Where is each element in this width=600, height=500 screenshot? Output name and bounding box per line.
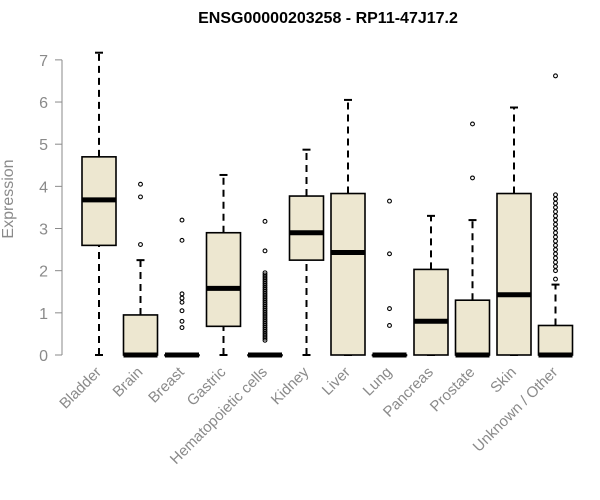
outlier-point	[553, 209, 558, 215]
x-tick-label: Skin	[487, 364, 520, 397]
outlier-point	[387, 306, 392, 312]
y-tick-label: 1	[39, 306, 48, 323]
outlier-point	[553, 255, 558, 261]
x-tick-label: Lung	[360, 364, 396, 400]
y-axis-label: Expression	[0, 159, 17, 238]
outlier-point	[138, 242, 143, 247]
outlier-point	[553, 276, 558, 282]
outlier-point	[553, 242, 558, 248]
iqr-box	[454, 299, 491, 356]
box-bladder	[81, 51, 117, 356]
outlier-point	[553, 264, 558, 269]
outlier-point	[179, 291, 185, 297]
iqr-box	[122, 314, 159, 356]
outlier-point	[553, 226, 558, 231]
outlier-point	[553, 221, 558, 227]
iqr-box	[288, 195, 325, 261]
y-tick-label: 4	[39, 179, 48, 196]
chart-title: ENSG00000203258 - RP11-47J17.2	[198, 10, 458, 27]
outlier-point	[553, 200, 558, 206]
outlier-point	[387, 323, 392, 328]
box-series	[81, 51, 574, 358]
outlier-point	[179, 217, 185, 223]
outlier-point	[553, 73, 558, 79]
y-tick-label: 6	[39, 95, 48, 112]
x-tick-label: Liver	[319, 364, 354, 399]
outlier-point	[553, 259, 558, 265]
iqr-box	[537, 324, 574, 356]
box-unknown-other	[537, 73, 574, 358]
x-tick-label: Kidney	[268, 363, 313, 408]
outlier-point	[262, 272, 268, 278]
x-tick-label: Bladder	[56, 364, 105, 413]
outlier-point	[387, 251, 392, 257]
box-liver	[330, 98, 366, 356]
box-gastric	[205, 173, 242, 356]
iqr-box	[496, 192, 532, 356]
x-tick-label: Brain	[110, 364, 147, 401]
outlier-point	[470, 121, 475, 127]
outlier-point	[470, 175, 475, 181]
outlier-point	[179, 325, 185, 331]
outlier-point	[553, 234, 558, 240]
y-tick-label: 3	[39, 222, 48, 239]
y-tick-label: 7	[39, 53, 48, 70]
outlier-point	[553, 192, 558, 198]
outlier-point	[553, 238, 558, 244]
box-brain	[122, 181, 159, 358]
outlier-point	[179, 237, 185, 243]
x-tick-label: Prostate	[427, 364, 479, 416]
outlier-point	[553, 247, 558, 253]
outlier-point	[138, 194, 143, 200]
y-tick-label: 5	[39, 137, 48, 154]
outlier-point	[553, 230, 558, 236]
outlier-point	[179, 295, 185, 301]
outlier-point	[553, 204, 558, 210]
outlier-point	[179, 318, 185, 324]
outlier-point	[262, 270, 268, 276]
y-tick-label: 2	[39, 264, 48, 281]
y-tick-label: 0	[39, 348, 48, 365]
iqr-box	[330, 192, 366, 356]
outlier-point	[553, 268, 558, 274]
box-kidney	[288, 148, 325, 356]
outlier-point	[553, 251, 558, 257]
outlier-point	[553, 217, 558, 223]
outlier-point	[262, 218, 268, 224]
box-pancreas	[413, 214, 449, 356]
y-axis-ticks: 0 1 2 3 4 5 6 7	[39, 53, 62, 365]
box-lung	[371, 198, 408, 358]
outlier-point	[387, 198, 392, 204]
outlier-point	[553, 196, 558, 202]
outlier-point	[553, 213, 558, 219]
outlier-point	[179, 308, 185, 314]
x-tick-label: Breast	[145, 363, 188, 406]
outlier-point	[262, 248, 268, 254]
iqr-box	[205, 231, 242, 328]
box-breast	[164, 217, 200, 358]
box-skin	[496, 106, 532, 356]
iqr-box	[413, 268, 449, 356]
outlier-point	[179, 299, 185, 305]
box-prostate	[454, 121, 491, 358]
box-hematopoietic-cells	[247, 218, 283, 358]
outlier-point	[138, 181, 143, 187]
